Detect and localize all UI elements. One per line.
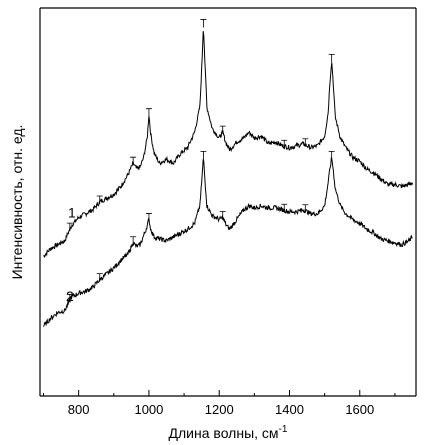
x-axis-title-main: Длина волны, см	[169, 425, 279, 441]
error-bar-marker	[66, 222, 73, 232]
error-bar-marker	[200, 150, 207, 160]
spectrum-line-2	[43, 157, 413, 327]
error-bar-marker	[66, 294, 73, 303]
error-bar-marker	[302, 204, 309, 213]
error-bar-marker	[281, 139, 288, 149]
error-bar-marker	[130, 156, 137, 166]
error-bar-marker	[302, 138, 309, 147]
curve-label-1: 1	[68, 204, 76, 220]
x-tick-label: 800	[68, 402, 90, 417]
error-bar-marker	[328, 150, 335, 160]
error-bar-marker	[328, 53, 335, 63]
spectrum-line-1	[43, 31, 413, 259]
x-axis-title: Длина волны, см-1	[169, 424, 288, 441]
curve-label-2: 2	[66, 288, 74, 304]
error-bar-marker	[219, 125, 226, 135]
x-tick-label: 1200	[205, 402, 234, 417]
error-bar-marker	[130, 236, 137, 245]
y-axis-title: Интенсивность, отн. ед.	[9, 125, 25, 280]
error-bar-marker	[145, 108, 152, 117]
error-bar-marker	[145, 213, 152, 222]
plot-frame	[39, 7, 417, 397]
spectra-curves	[43, 19, 413, 327]
error-bar-marker	[200, 19, 207, 28]
x-tick-label: 1600	[345, 402, 374, 417]
x-tick-label: 1000	[134, 402, 163, 417]
error-bar-marker	[96, 273, 103, 282]
x-axis-ticks: 800 1000 1200 1400 1600	[43, 390, 396, 417]
x-tick-label: 1400	[275, 402, 304, 417]
x-axis-title-superscript: -1	[279, 424, 288, 435]
error-bar-marker	[219, 211, 226, 220]
error-bar-marker	[96, 195, 103, 204]
error-bar-marker	[281, 203, 288, 213]
